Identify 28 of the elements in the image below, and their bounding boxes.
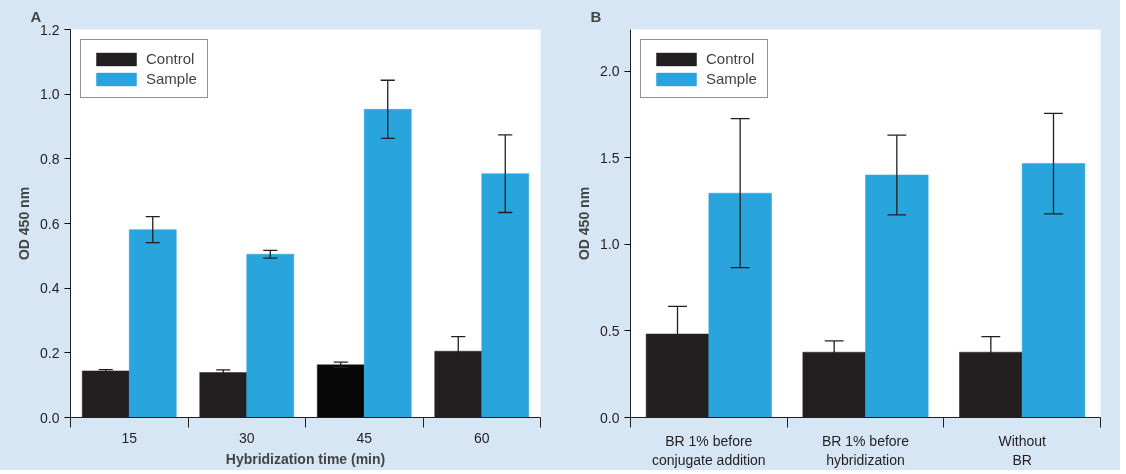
y-tick-label: 0.5 bbox=[600, 322, 620, 339]
x-tick-label: Without BR bbox=[998, 432, 1047, 468]
y-tick-label: 0.8 bbox=[40, 150, 60, 167]
y-tick-label: 0.6 bbox=[40, 215, 60, 232]
y-axis-title: OD 450 nm bbox=[576, 186, 593, 261]
x-tick-label: 60 bbox=[473, 429, 490, 446]
legend-label: Control bbox=[706, 50, 755, 67]
x-axis-title: Hybridization time (min) bbox=[225, 450, 386, 467]
y-tick-label: 1.2 bbox=[40, 21, 60, 38]
y-tick-label: 0.0 bbox=[40, 409, 60, 426]
x-tick-label: 15 bbox=[121, 429, 138, 446]
x-tick-label: BR 1% before conjugate addition bbox=[652, 432, 766, 468]
y-tick-label: 1.0 bbox=[600, 236, 620, 253]
x-tick-label: 30 bbox=[238, 429, 255, 446]
y-tick-label: 0.4 bbox=[40, 280, 60, 297]
y-tick-label: 1.0 bbox=[40, 86, 60, 103]
y-tick-label: 0.0 bbox=[600, 409, 620, 426]
x-tick-label: 45 bbox=[356, 429, 373, 446]
y-tick-label: 0.2 bbox=[40, 344, 60, 361]
x-tick-label: BR 1% before hybridization bbox=[821, 432, 910, 468]
legend-label: Sample bbox=[146, 70, 197, 87]
text: B bbox=[590, 7, 602, 25]
text: A bbox=[30, 7, 42, 25]
y-tick-label: 2.0 bbox=[600, 63, 620, 80]
y-tick-label: 1.5 bbox=[600, 149, 620, 166]
legend-label: Sample bbox=[706, 70, 757, 87]
y-axis-title: OD 450 nm bbox=[16, 186, 33, 261]
legend-label: Control bbox=[146, 50, 195, 67]
